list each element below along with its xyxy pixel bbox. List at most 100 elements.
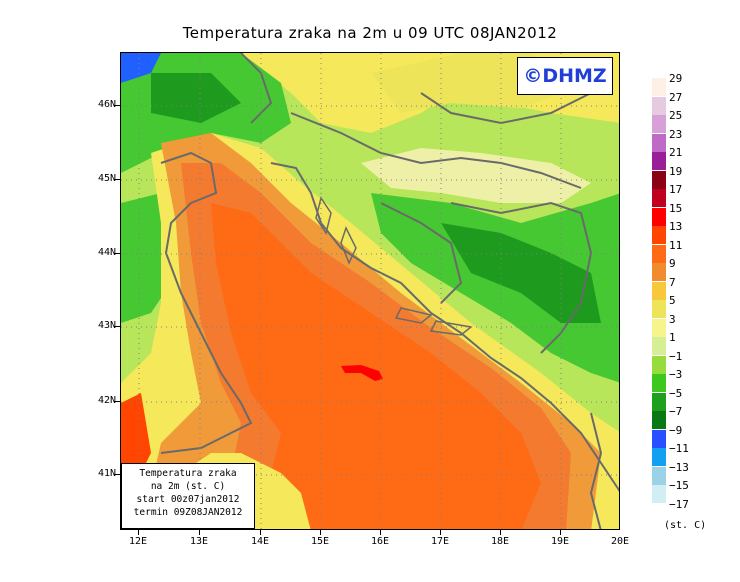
lon-label-13e: 13E	[189, 536, 209, 547]
legend-swatch	[652, 300, 666, 318]
lon-label-18e: 18E	[490, 536, 510, 547]
legend-label: 23	[669, 127, 683, 141]
legend-swatch	[652, 244, 666, 263]
lon-label-20e: 20E	[610, 536, 630, 547]
legend-swatch	[652, 503, 666, 522]
lat-tick	[114, 474, 120, 475]
legend-swatch	[652, 485, 666, 503]
lon-tick	[560, 530, 561, 535]
lat-tick	[114, 401, 120, 402]
island-pag	[340, 226, 357, 265]
legend-swatch	[652, 392, 666, 411]
island-brac	[394, 307, 433, 324]
legend-label: −7	[669, 405, 683, 418]
graticule	[121, 53, 619, 529]
lon-tick	[199, 530, 200, 535]
lat-tick	[114, 105, 120, 106]
legend-label: −13	[669, 460, 689, 474]
lat-tick	[114, 253, 120, 254]
legend-label: −5	[669, 386, 683, 400]
legend-label: −1	[669, 349, 683, 363]
info-line-2: na 2m (st. C)	[150, 481, 226, 492]
legend-swatch	[652, 448, 666, 466]
temp-zone-minus9	[121, 53, 161, 83]
lon-label-12e: 12E	[128, 536, 148, 547]
lat-tick	[114, 326, 120, 327]
temp-zone-minus5-nw	[151, 73, 241, 123]
info-line-4: termin 09Z08JAN2012	[133, 507, 243, 518]
legend-label: 9	[669, 257, 676, 270]
albania-border	[589, 412, 603, 529]
info-box: Temperatura zraka na 2m (st. C) start 00…	[121, 463, 255, 529]
info-line-3: start 00z07jan2012	[136, 494, 240, 505]
lon-tick	[138, 530, 139, 535]
lat-label-41n: 41N	[97, 468, 116, 479]
legend-swatch	[652, 96, 666, 115]
legend-swatch	[652, 263, 666, 281]
legend-label: 1	[669, 331, 676, 344]
lon-label-16e: 16E	[370, 536, 390, 547]
legend-label: 7	[669, 275, 676, 289]
lon-tick	[380, 530, 381, 535]
temp-zone-5	[371, 53, 561, 113]
legend-swatch	[652, 281, 666, 300]
legend-label: −15	[669, 479, 689, 492]
lat-label-45n: 45N	[97, 173, 116, 184]
map-title: Temperatura zraka na 2m u 09 UTC 08JAN20…	[182, 24, 558, 42]
lat-label-43n: 43N	[97, 320, 116, 331]
legend-label: 17	[669, 183, 683, 196]
lat-label-46n: 46N	[97, 99, 116, 110]
legend-label: 5	[669, 294, 676, 307]
lon-label-19e: 19E	[550, 536, 570, 547]
legend-label: 15	[669, 201, 683, 215]
croatia-coastline	[270, 162, 619, 492]
temp-zone-15	[341, 365, 383, 381]
lon-tick	[320, 530, 321, 535]
legend-label: 11	[669, 238, 683, 252]
legend-swatch	[652, 318, 666, 337]
info-line-1: Temperatura zraka	[139, 468, 237, 479]
lon-label-17e: 17E	[430, 536, 450, 547]
italy-coastline	[160, 151, 253, 454]
legend-label: 29	[669, 72, 683, 85]
map-canvas	[121, 53, 619, 529]
island-hvar	[429, 320, 473, 336]
legend-swatch	[652, 466, 666, 485]
lon-label-14e: 14E	[250, 536, 270, 547]
lon-tick	[500, 530, 501, 535]
temp-zone-11	[211, 203, 541, 529]
legend-label: 25	[669, 109, 683, 122]
legend-swatch	[652, 133, 666, 152]
lat-label-44n: 44N	[97, 247, 116, 258]
legend-swatch	[652, 152, 666, 170]
lat-label-42n: 42N	[97, 395, 116, 406]
legend-label: −9	[669, 423, 683, 437]
legend-label: 21	[669, 146, 683, 159]
legend-unit: (st. C)	[664, 520, 707, 531]
legend-label: −11	[669, 442, 689, 455]
legend-swatch	[652, 374, 666, 392]
legend-swatch	[652, 78, 666, 96]
lon-tick	[440, 530, 441, 535]
legend-swatch	[652, 115, 666, 133]
north-border	[290, 112, 582, 189]
bosnia-border-east	[450, 201, 593, 354]
legend-label: 19	[669, 164, 683, 178]
lon-tick	[260, 530, 261, 535]
legend-swatch	[652, 411, 666, 429]
dhmz-logo: ©DHMZ	[517, 57, 613, 95]
temp-zone-minus3-e	[371, 193, 619, 383]
legend-swatch	[652, 355, 666, 374]
lon-label-15e: 15E	[310, 536, 330, 547]
lat-tick	[114, 179, 120, 180]
legend-swatch	[652, 189, 666, 207]
legend-label: −3	[669, 368, 683, 381]
legend-swatch	[652, 337, 666, 355]
legend-swatch	[652, 429, 666, 448]
legend-swatch	[652, 207, 666, 226]
legend-label: 13	[669, 220, 683, 233]
legend-label: −17	[669, 497, 689, 511]
legend-swatch	[652, 226, 666, 244]
legend-swatch	[652, 170, 666, 189]
island-krk	[315, 196, 332, 235]
